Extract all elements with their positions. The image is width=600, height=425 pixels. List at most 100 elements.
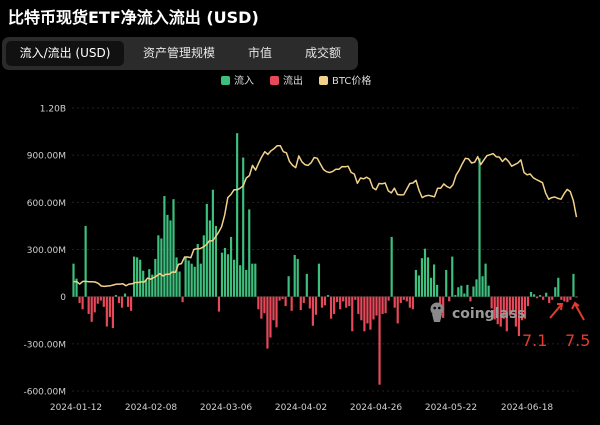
flow-bar[interactable]	[339, 296, 342, 310]
flow-bar[interactable]	[93, 296, 96, 313]
flow-bar[interactable]	[272, 296, 275, 321]
flow-bar[interactable]	[187, 260, 190, 297]
flow-bar[interactable]	[87, 296, 90, 314]
flow-bar[interactable]	[372, 296, 375, 320]
flow-bar[interactable]	[220, 252, 224, 297]
flow-bar[interactable]	[211, 189, 214, 297]
flow-bar[interactable]	[363, 296, 366, 332]
flow-bar[interactable]	[542, 296, 545, 300]
flow-bar[interactable]	[508, 296, 511, 316]
flow-bar[interactable]	[520, 296, 524, 321]
flow-bar[interactable]	[126, 296, 130, 307]
flow-bar[interactable]	[496, 296, 499, 325]
flow-bar[interactable]	[278, 296, 281, 301]
flow-bar[interactable]	[281, 296, 284, 300]
flow-bar[interactable]	[248, 209, 251, 297]
flow-bar[interactable]	[490, 296, 493, 309]
flow-bar[interactable]	[160, 238, 163, 297]
flow-bar[interactable]	[157, 235, 160, 297]
flow-bar[interactable]	[366, 296, 369, 324]
tab-market-cap[interactable]: 市值	[247, 46, 272, 60]
flow-bar[interactable]	[178, 271, 181, 297]
flow-bar[interactable]	[99, 296, 102, 301]
flow-bar[interactable]	[445, 269, 448, 297]
flow-bar[interactable]	[529, 291, 533, 297]
flow-bar[interactable]	[448, 296, 451, 302]
flow-bar[interactable]	[436, 284, 439, 297]
flow-bar[interactable]	[451, 256, 454, 297]
flow-bar[interactable]	[336, 296, 339, 303]
flow-bar[interactable]	[411, 296, 414, 310]
flow-bar[interactable]	[96, 296, 99, 304]
flow-bar[interactable]	[293, 255, 296, 297]
flow-bar[interactable]	[305, 273, 308, 297]
flow-bar[interactable]	[223, 247, 227, 297]
flow-bar[interactable]	[284, 296, 287, 307]
flow-bar[interactable]	[296, 258, 299, 297]
flow-bar[interactable]	[323, 296, 327, 306]
flow-bar[interactable]	[499, 296, 502, 327]
flow-bar[interactable]	[148, 269, 151, 297]
flow-bar[interactable]	[320, 296, 324, 308]
flow-bar[interactable]	[396, 296, 399, 324]
flow-bar[interactable]	[517, 296, 521, 336]
flow-bar[interactable]	[423, 248, 427, 297]
flow-bar[interactable]	[342, 296, 345, 302]
legend-item-outflow[interactable]: 流出	[270, 75, 303, 89]
flow-bar[interactable]	[181, 296, 184, 303]
flow-bar[interactable]	[172, 199, 175, 297]
flow-bar[interactable]	[184, 257, 187, 297]
flow-bar[interactable]	[105, 296, 108, 327]
flow-bar[interactable]	[154, 258, 157, 297]
flow-bar[interactable]	[502, 296, 505, 319]
flow-bar[interactable]	[202, 235, 205, 297]
flow-bar[interactable]	[469, 296, 472, 302]
flow-bar[interactable]	[120, 296, 124, 308]
flow-bar[interactable]	[239, 265, 242, 297]
flow-bar[interactable]	[75, 278, 78, 297]
flow-bar[interactable]	[569, 296, 572, 300]
flow-bar[interactable]	[345, 296, 348, 308]
flow-bar[interactable]	[536, 296, 539, 299]
flow-bar[interactable]	[299, 296, 302, 311]
flow-bar[interactable]	[84, 225, 87, 297]
flow-bar[interactable]	[563, 296, 566, 302]
legend-item-inflow[interactable]: 流入	[221, 75, 254, 89]
flow-bar[interactable]	[487, 285, 490, 297]
flow-bar[interactable]	[123, 293, 127, 297]
flow-bar[interactable]	[420, 258, 424, 297]
flow-bar[interactable]	[190, 263, 193, 297]
flow-bar[interactable]	[348, 296, 351, 307]
flow-bar[interactable]	[545, 292, 548, 297]
flow-bar[interactable]	[381, 296, 384, 314]
flow-bar[interactable]	[426, 257, 430, 297]
flow-bar[interactable]	[269, 296, 272, 338]
flow-bar[interactable]	[460, 285, 463, 297]
flow-bar[interactable]	[511, 296, 514, 313]
flow-bar[interactable]	[302, 296, 305, 303]
flow-bar[interactable]	[308, 296, 311, 309]
flow-bar[interactable]	[432, 264, 436, 297]
flow-bar[interactable]	[163, 196, 166, 297]
flow-bar[interactable]	[375, 296, 378, 316]
flow-bar[interactable]	[199, 263, 202, 297]
flow-bar[interactable]	[151, 274, 154, 297]
flow-bar[interactable]	[114, 295, 118, 297]
flow-bar[interactable]	[233, 259, 236, 297]
flow-bar[interactable]	[236, 133, 239, 297]
flow-bar[interactable]	[493, 296, 496, 320]
flow-bar[interactable]	[560, 296, 563, 300]
flow-bar[interactable]	[390, 236, 393, 297]
flow-bar[interactable]	[108, 296, 111, 318]
flow-bar[interactable]	[139, 259, 142, 297]
flow-bar[interactable]	[217, 296, 221, 312]
flow-bar[interactable]	[260, 296, 263, 319]
flow-bar[interactable]	[387, 296, 390, 301]
flow-bar[interactable]	[169, 220, 172, 297]
flow-bar[interactable]	[196, 244, 199, 297]
flow-bar[interactable]	[539, 295, 542, 297]
flow-bar[interactable]	[548, 296, 551, 303]
flow-bar[interactable]	[378, 296, 381, 385]
flow-bar[interactable]	[532, 294, 536, 297]
flow-bar[interactable]	[166, 214, 169, 297]
